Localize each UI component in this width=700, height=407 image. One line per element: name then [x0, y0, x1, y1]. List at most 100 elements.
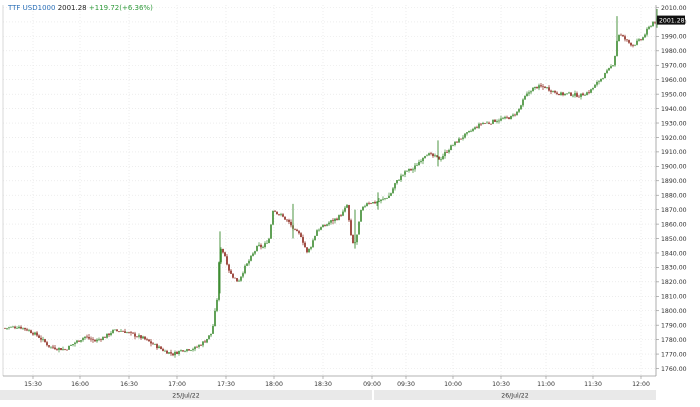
date-band-1	[0, 390, 372, 400]
x-tick-label: 09:00	[363, 381, 381, 388]
candle-body	[488, 122, 490, 124]
x-tick-label: 15:30	[24, 381, 42, 388]
candle-body	[310, 247, 312, 249]
candle-body	[334, 218, 336, 222]
y-tick-label: 1780.00	[661, 337, 687, 344]
candle-body	[328, 222, 330, 225]
candle-body	[550, 90, 552, 92]
candle-body	[396, 180, 398, 184]
candle-body	[464, 133, 466, 138]
candle-body	[622, 35, 624, 37]
date-band-2	[374, 390, 656, 400]
y-tick-label: 1980.00	[661, 48, 687, 55]
candle-body	[174, 351, 176, 356]
x-tick-label: 18:00	[265, 381, 283, 388]
candle-body	[368, 203, 370, 204]
candle-body	[448, 150, 450, 153]
candle-body	[572, 95, 574, 97]
candle-body	[350, 220, 352, 236]
candle-body	[332, 220, 334, 222]
candle-body	[580, 93, 582, 97]
y-tick-label: 1910.00	[661, 149, 687, 156]
candle-body	[472, 129, 474, 131]
candle-body	[148, 339, 150, 342]
date-bar: 25/Jul/22 26/Jul/22	[0, 390, 656, 400]
candle-body	[294, 228, 296, 230]
candle-body	[600, 78, 602, 82]
candle-body	[380, 199, 382, 202]
candle-body	[584, 95, 586, 96]
candle-body	[128, 332, 130, 333]
candle-body	[62, 349, 64, 351]
candle-body	[152, 343, 154, 345]
y-tick-label: 1990.00	[661, 34, 687, 41]
candle-body	[462, 137, 464, 139]
candle-body	[200, 344, 202, 346]
candle-body	[14, 326, 16, 329]
candle-body	[124, 331, 126, 333]
candle-body	[112, 329, 114, 334]
candle-body	[342, 211, 344, 216]
candle-body	[348, 205, 350, 221]
candle-body	[338, 215, 340, 220]
candle-body	[10, 326, 12, 328]
candle-body	[624, 36, 626, 40]
candle-body	[374, 202, 376, 204]
candle-body	[12, 326, 14, 328]
candle-body	[536, 86, 538, 89]
x-tick-label: 11:00	[537, 381, 555, 388]
candle-body	[596, 82, 598, 85]
candle-body	[398, 180, 400, 181]
candle-body	[508, 117, 510, 120]
candle-body	[32, 333, 34, 335]
candle-body	[578, 96, 580, 98]
y-axis: 1760.00 1770.00 1780.00 1790.00 1800.00 1810.…	[2, 5, 687, 376]
candle-body	[190, 350, 192, 351]
candle-body	[178, 351, 180, 354]
candle-body	[28, 330, 30, 332]
candle-body	[206, 338, 208, 343]
candle-body	[226, 256, 228, 265]
candle-body	[224, 252, 226, 257]
candle-body	[384, 198, 386, 199]
candle-body	[546, 87, 548, 89]
candle-body	[522, 99, 524, 106]
candle-body	[288, 219, 290, 222]
candle-body	[420, 161, 422, 162]
candle-body	[648, 26, 650, 29]
header-price: 2001.28	[57, 4, 87, 12]
x-tick-label: 11:30	[584, 381, 602, 388]
candle-body	[344, 207, 346, 212]
candle-body	[76, 340, 78, 343]
candle-body	[252, 253, 254, 256]
candle-body	[366, 203, 368, 207]
y-tick-label: 1930.00	[661, 120, 687, 127]
candle-body	[262, 246, 264, 248]
candle-body	[142, 336, 144, 339]
candle-body	[282, 214, 284, 217]
candle-body	[346, 205, 348, 208]
candle-body	[194, 346, 196, 350]
y-tick-label: 1870.00	[661, 207, 687, 214]
candle-body	[438, 156, 440, 160]
candle-body	[172, 353, 174, 356]
candle-body	[98, 339, 100, 341]
candle-body	[336, 218, 338, 220]
candle-body	[414, 165, 416, 170]
candle-body	[180, 350, 182, 352]
candle-body	[566, 93, 568, 95]
candle-body	[30, 330, 32, 334]
candle-body	[74, 342, 76, 345]
candle-body	[188, 349, 190, 351]
candle-body	[6, 328, 8, 329]
candle-body	[116, 329, 118, 332]
candle-body	[156, 344, 158, 349]
candle-body	[520, 105, 522, 110]
candle-body	[416, 165, 418, 166]
candle-body	[228, 264, 230, 271]
candle-body	[576, 93, 578, 97]
candle-body	[286, 219, 288, 221]
